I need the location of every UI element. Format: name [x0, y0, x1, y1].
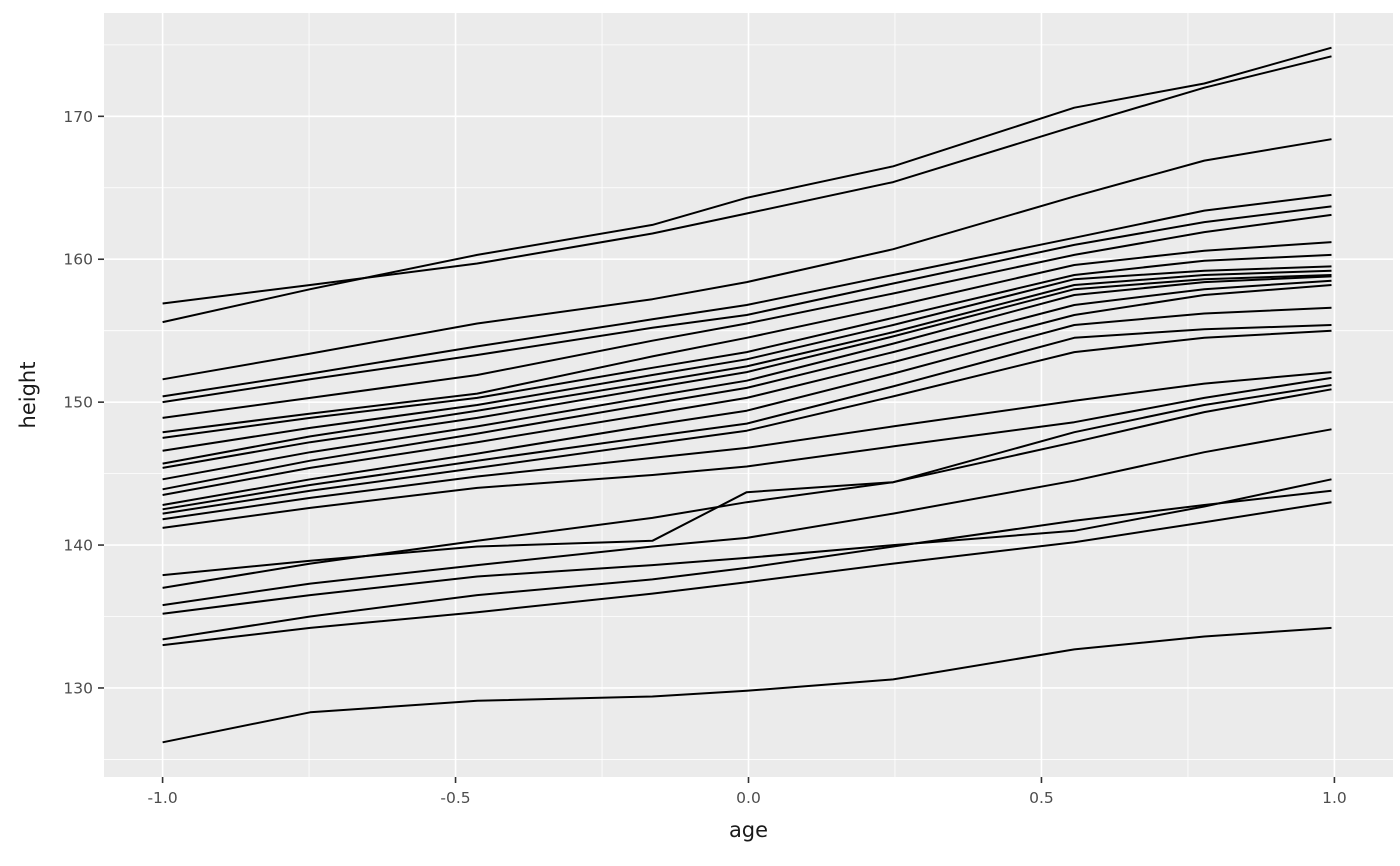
growth-line	[162, 478, 1332, 615]
growth-line	[162, 428, 1332, 607]
y-tick-label: 160	[63, 251, 93, 269]
x-axis-title: age	[728, 818, 769, 842]
growth-line	[162, 213, 1332, 419]
growth-line	[162, 138, 1332, 381]
growth-line	[162, 376, 1332, 529]
growth-line	[162, 284, 1332, 496]
growth-line	[162, 241, 1332, 434]
growth-line	[162, 329, 1332, 515]
growth-line	[162, 253, 1332, 439]
growth-line	[162, 489, 1332, 641]
growth-line	[162, 274, 1332, 469]
growth-line	[162, 626, 1332, 744]
growth-line	[162, 306, 1332, 506]
x-tick-label: -0.5	[440, 789, 470, 807]
growth-line	[162, 205, 1332, 404]
growth-line	[162, 275, 1332, 481]
growth-line	[162, 388, 1332, 589]
growth-line	[162, 501, 1332, 647]
growth-line	[162, 46, 1332, 324]
y-axis-title: height	[16, 361, 40, 429]
growth-line	[162, 279, 1332, 491]
y-tick-label: 150	[63, 394, 93, 412]
growth-line	[162, 193, 1332, 398]
y-tick-label: 170	[63, 108, 93, 126]
x-tick-label: 0.0	[736, 789, 761, 807]
growth-line	[162, 371, 1332, 521]
growth-line	[162, 269, 1332, 465]
growth-line	[162, 265, 1332, 452]
x-tick-label: 0.5	[1029, 789, 1054, 807]
growth-line	[162, 324, 1332, 511]
y-tick-label: 130	[63, 679, 93, 697]
y-tick-label: 140	[63, 537, 93, 555]
x-tick-label: 1.0	[1322, 789, 1347, 807]
x-tick-label: -1.0	[147, 789, 177, 807]
